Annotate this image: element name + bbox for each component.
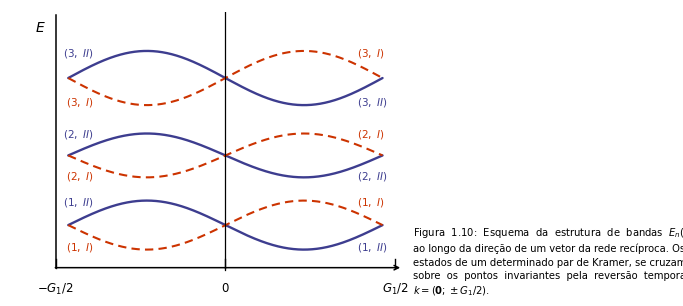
Text: $(3,\ I)$: $(3,\ I)$ (357, 47, 385, 60)
Text: $(1,\ II)$: $(1,\ II)$ (357, 241, 388, 254)
Text: $(3,\ II)$: $(3,\ II)$ (63, 47, 94, 60)
Text: $(2,\ II)$: $(2,\ II)$ (63, 128, 94, 140)
Text: $(1,\ I)$: $(1,\ I)$ (66, 241, 94, 254)
Text: Figura  1.10:  Esquema  da  estrutura  de  bandas  $E_n(k)$
ao longo da direção : Figura 1.10: Esquema da estrutura de ban… (413, 226, 683, 298)
Text: $(3,\ I)$: $(3,\ I)$ (66, 96, 94, 109)
Text: $(3,\ II)$: $(3,\ II)$ (357, 96, 388, 109)
Text: $G_1/2$: $G_1/2$ (382, 282, 408, 297)
Text: $E$: $E$ (35, 21, 45, 35)
Text: $-G_1/2$: $-G_1/2$ (38, 282, 74, 297)
Text: $0$: $0$ (221, 282, 229, 295)
Text: $(1,\ I)$: $(1,\ I)$ (357, 196, 385, 209)
Text: $(2,\ II)$: $(2,\ II)$ (357, 170, 388, 183)
Text: $(1,\ II)$: $(1,\ II)$ (63, 196, 94, 209)
Text: $(2,\ I)$: $(2,\ I)$ (66, 170, 94, 183)
Text: $(2,\ I)$: $(2,\ I)$ (357, 128, 385, 140)
